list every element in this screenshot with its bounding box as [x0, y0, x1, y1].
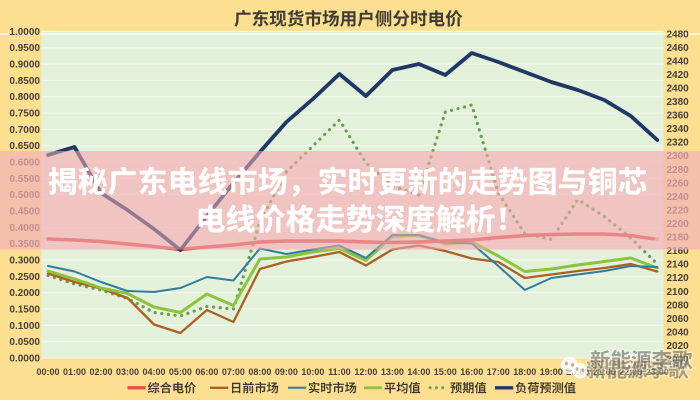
svg-text:14:00: 14:00	[407, 367, 430, 377]
svg-text:10:00: 10:00	[301, 367, 324, 377]
svg-text:06:00: 06:00	[195, 367, 218, 377]
svg-text:01:00: 01:00	[63, 367, 86, 377]
svg-text:13:00: 13:00	[381, 367, 404, 377]
svg-text:2340: 2340	[667, 124, 690, 135]
svg-text:19:00: 19:00	[540, 367, 563, 377]
svg-text:21:00: 21:00	[593, 367, 616, 377]
svg-text:2360: 2360	[667, 111, 690, 122]
svg-text:0.0500: 0.0500	[9, 337, 40, 348]
svg-text:16:00: 16:00	[460, 367, 483, 377]
svg-text:18:00: 18:00	[513, 367, 536, 377]
svg-text:0.0000: 0.0000	[9, 354, 40, 365]
svg-text:2380: 2380	[667, 97, 690, 108]
svg-text:0.8500: 0.8500	[9, 76, 40, 87]
svg-text:0.7000: 0.7000	[9, 125, 40, 136]
svg-text:15:00: 15:00	[434, 367, 457, 377]
svg-text:0.7500: 0.7500	[9, 109, 40, 120]
svg-text:2140: 2140	[667, 260, 690, 271]
svg-text:12:00: 12:00	[354, 367, 377, 377]
svg-text:2420: 2420	[667, 70, 690, 81]
svg-text:2040: 2040	[667, 327, 690, 338]
svg-text:07:00: 07:00	[222, 367, 245, 377]
svg-text:2020: 2020	[667, 341, 690, 352]
svg-text:2160: 2160	[667, 246, 690, 257]
svg-text:0.8000: 0.8000	[9, 92, 40, 103]
svg-text:2100: 2100	[667, 287, 690, 298]
svg-text:0.9500: 0.9500	[9, 43, 40, 54]
svg-text:0.3000: 0.3000	[9, 256, 40, 267]
svg-text:00:00: 00:00	[36, 367, 59, 377]
svg-text:02:00: 02:00	[89, 367, 112, 377]
svg-text:2460: 2460	[667, 43, 690, 54]
svg-text:09:00: 09:00	[275, 367, 298, 377]
svg-text:2480: 2480	[667, 29, 690, 40]
svg-text:2440: 2440	[667, 56, 690, 67]
svg-text:2400: 2400	[667, 84, 690, 95]
svg-text:03:00: 03:00	[116, 367, 139, 377]
svg-text:2320: 2320	[667, 138, 690, 149]
svg-text:04:00: 04:00	[142, 367, 165, 377]
svg-text:1.0000: 1.0000	[9, 27, 40, 38]
svg-text:0.2000: 0.2000	[9, 288, 40, 299]
svg-text:2120: 2120	[667, 273, 690, 284]
svg-text:05:00: 05:00	[169, 367, 192, 377]
svg-text:08:00: 08:00	[248, 367, 271, 377]
svg-text:0.6500: 0.6500	[9, 141, 40, 152]
svg-text:2060: 2060	[667, 314, 690, 325]
svg-text:0.2500: 0.2500	[9, 272, 40, 283]
svg-text:0.9000: 0.9000	[9, 60, 40, 71]
svg-text:0.1500: 0.1500	[9, 305, 40, 316]
svg-text:11:00: 11:00	[328, 367, 351, 377]
svg-text:0.1000: 0.1000	[9, 321, 40, 332]
svg-text:2080: 2080	[667, 300, 690, 311]
svg-text:17:00: 17:00	[487, 367, 510, 377]
